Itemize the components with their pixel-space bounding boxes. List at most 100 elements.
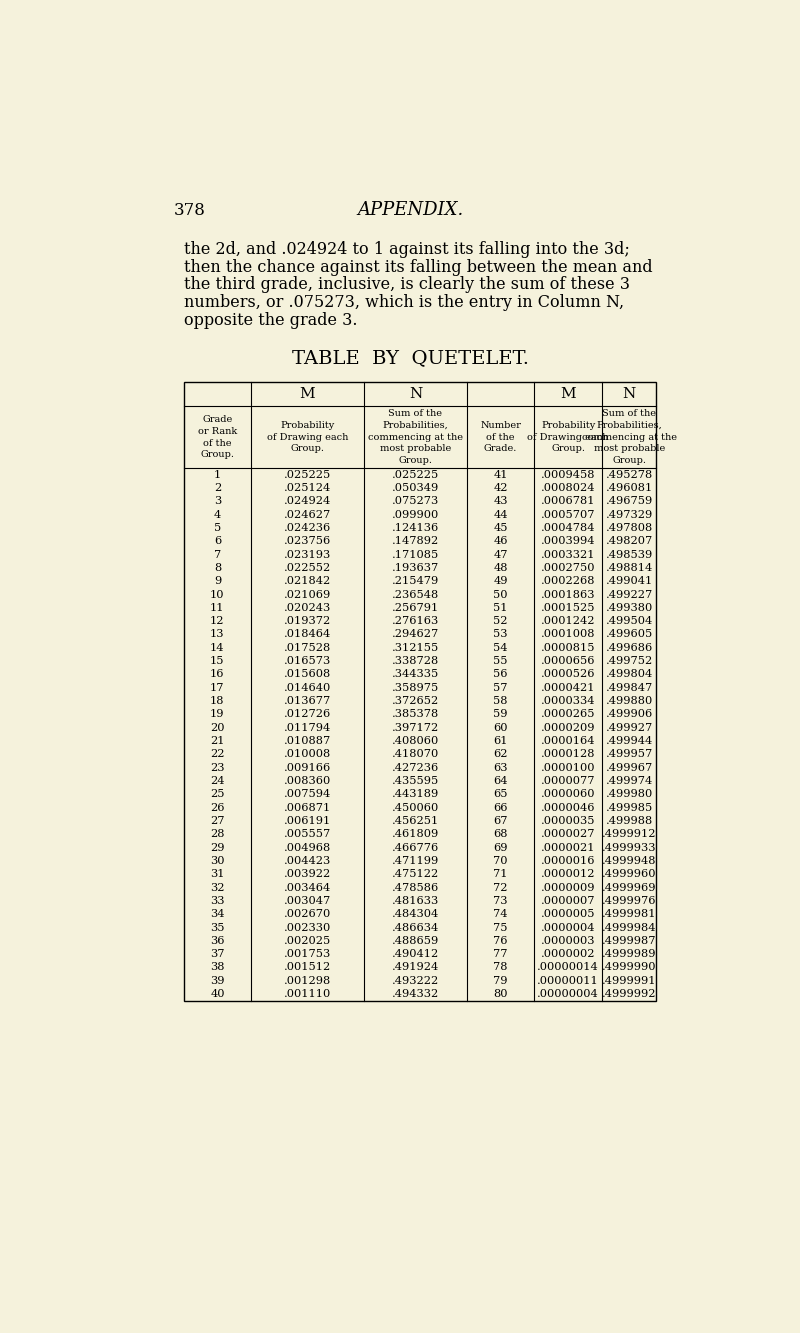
Text: .4999933: .4999933 (602, 842, 657, 853)
Text: .020243: .020243 (284, 603, 331, 613)
Text: .099900: .099900 (392, 509, 439, 520)
Text: .499752: .499752 (606, 656, 653, 666)
Text: N: N (622, 387, 636, 401)
Text: .024924: .024924 (284, 496, 331, 507)
Text: .498207: .498207 (606, 536, 653, 547)
Text: .4999969: .4999969 (602, 882, 657, 893)
Text: .001512: .001512 (284, 962, 331, 973)
Text: .001753: .001753 (284, 949, 331, 960)
Text: .450060: .450060 (392, 802, 439, 813)
Text: 17: 17 (210, 682, 225, 693)
Text: .024236: .024236 (284, 523, 331, 533)
Text: 26: 26 (210, 802, 225, 813)
Text: .4999960: .4999960 (602, 869, 657, 880)
Text: 12: 12 (210, 616, 225, 627)
Text: .0001242: .0001242 (541, 616, 595, 627)
Text: 65: 65 (494, 789, 508, 800)
Text: 32: 32 (210, 882, 225, 893)
Text: 23: 23 (210, 762, 225, 773)
Text: .499944: .499944 (606, 736, 653, 746)
Text: .0006781: .0006781 (541, 496, 595, 507)
Text: .215479: .215479 (392, 576, 439, 587)
Text: .294627: .294627 (392, 629, 439, 640)
Text: .481633: .481633 (392, 896, 439, 906)
Text: 13: 13 (210, 629, 225, 640)
Text: .4999987: .4999987 (602, 936, 657, 946)
Text: 25: 25 (210, 789, 225, 800)
Text: TABLE  BY  QUETELET.: TABLE BY QUETELET. (291, 349, 529, 368)
Text: 71: 71 (494, 869, 508, 880)
Text: .025225: .025225 (284, 469, 331, 480)
Text: .499957: .499957 (606, 749, 653, 760)
Text: .022552: .022552 (284, 563, 331, 573)
Text: 31: 31 (210, 869, 225, 880)
Text: .0000128: .0000128 (541, 749, 595, 760)
Text: 62: 62 (494, 749, 508, 760)
Text: .256791: .256791 (392, 603, 439, 613)
Text: 9: 9 (214, 576, 221, 587)
Text: 15: 15 (210, 656, 225, 666)
Text: .00000011: .00000011 (538, 976, 599, 986)
Text: Number
of the
Grade.: Number of the Grade. (480, 421, 521, 453)
Text: 67: 67 (494, 816, 508, 826)
Text: .498814: .498814 (606, 563, 653, 573)
Text: .006191: .006191 (284, 816, 331, 826)
Text: M: M (299, 387, 315, 401)
Text: 49: 49 (494, 576, 508, 587)
Text: .4999984: .4999984 (602, 922, 657, 933)
Text: 72: 72 (494, 882, 508, 893)
Text: .003047: .003047 (284, 896, 331, 906)
Text: .490412: .490412 (392, 949, 439, 960)
Text: .010008: .010008 (284, 749, 331, 760)
Text: .4999976: .4999976 (602, 896, 657, 906)
Text: .499504: .499504 (606, 616, 653, 627)
Text: .015608: .015608 (284, 669, 331, 680)
Text: .124136: .124136 (392, 523, 439, 533)
Text: 68: 68 (494, 829, 508, 840)
Text: 70: 70 (494, 856, 508, 866)
Text: Probability
of Drawing each
Group.: Probability of Drawing each Group. (527, 421, 609, 453)
Text: 58: 58 (494, 696, 508, 706)
Text: .4999991: .4999991 (602, 976, 657, 986)
Text: .023756: .023756 (284, 536, 331, 547)
Text: 3: 3 (214, 496, 221, 507)
Text: .0000004: .0000004 (541, 922, 595, 933)
Text: 36: 36 (210, 936, 225, 946)
Text: .024627: .024627 (284, 509, 331, 520)
Text: 4: 4 (214, 509, 221, 520)
Text: 77: 77 (494, 949, 508, 960)
Text: 57: 57 (494, 682, 508, 693)
Text: .0000003: .0000003 (541, 936, 595, 946)
Text: 18: 18 (210, 696, 225, 706)
Text: .010887: .010887 (284, 736, 331, 746)
Text: .014640: .014640 (284, 682, 331, 693)
Text: .004968: .004968 (284, 842, 331, 853)
Text: .0000815: .0000815 (541, 643, 595, 653)
Text: numbers, or .075273, which is the entry in Column N,: numbers, or .075273, which is the entry … (184, 295, 624, 311)
Text: 38: 38 (210, 962, 225, 973)
Text: .338728: .338728 (392, 656, 439, 666)
Text: Sum of the
Probabilities,
commencing at the
most probable
Group.: Sum of the Probabilities, commencing at … (368, 409, 463, 465)
Text: Probability
of Drawing each
Group.: Probability of Drawing each Group. (266, 421, 348, 453)
Text: .443189: .443189 (392, 789, 439, 800)
Text: .009166: .009166 (284, 762, 331, 773)
Text: .00000004: .00000004 (538, 989, 599, 1000)
Text: 16: 16 (210, 669, 225, 680)
Text: .003464: .003464 (284, 882, 331, 893)
Text: .075273: .075273 (392, 496, 439, 507)
Text: 29: 29 (210, 842, 225, 853)
Text: .236548: .236548 (392, 589, 439, 600)
Bar (184, 381, 657, 1001)
Text: 27: 27 (210, 816, 225, 826)
Text: .0003321: .0003321 (541, 549, 595, 560)
Text: .499380: .499380 (606, 603, 653, 613)
Text: .0000016: .0000016 (541, 856, 595, 866)
Text: .023193: .023193 (284, 549, 331, 560)
Text: .397172: .397172 (392, 722, 439, 733)
Text: then the chance against its falling between the mean and: then the chance against its falling betw… (184, 259, 652, 276)
Text: .484304: .484304 (392, 909, 439, 920)
Text: .471199: .471199 (392, 856, 439, 866)
Text: .0002268: .0002268 (541, 576, 595, 587)
Text: 78: 78 (494, 962, 508, 973)
Text: .499988: .499988 (606, 816, 653, 826)
